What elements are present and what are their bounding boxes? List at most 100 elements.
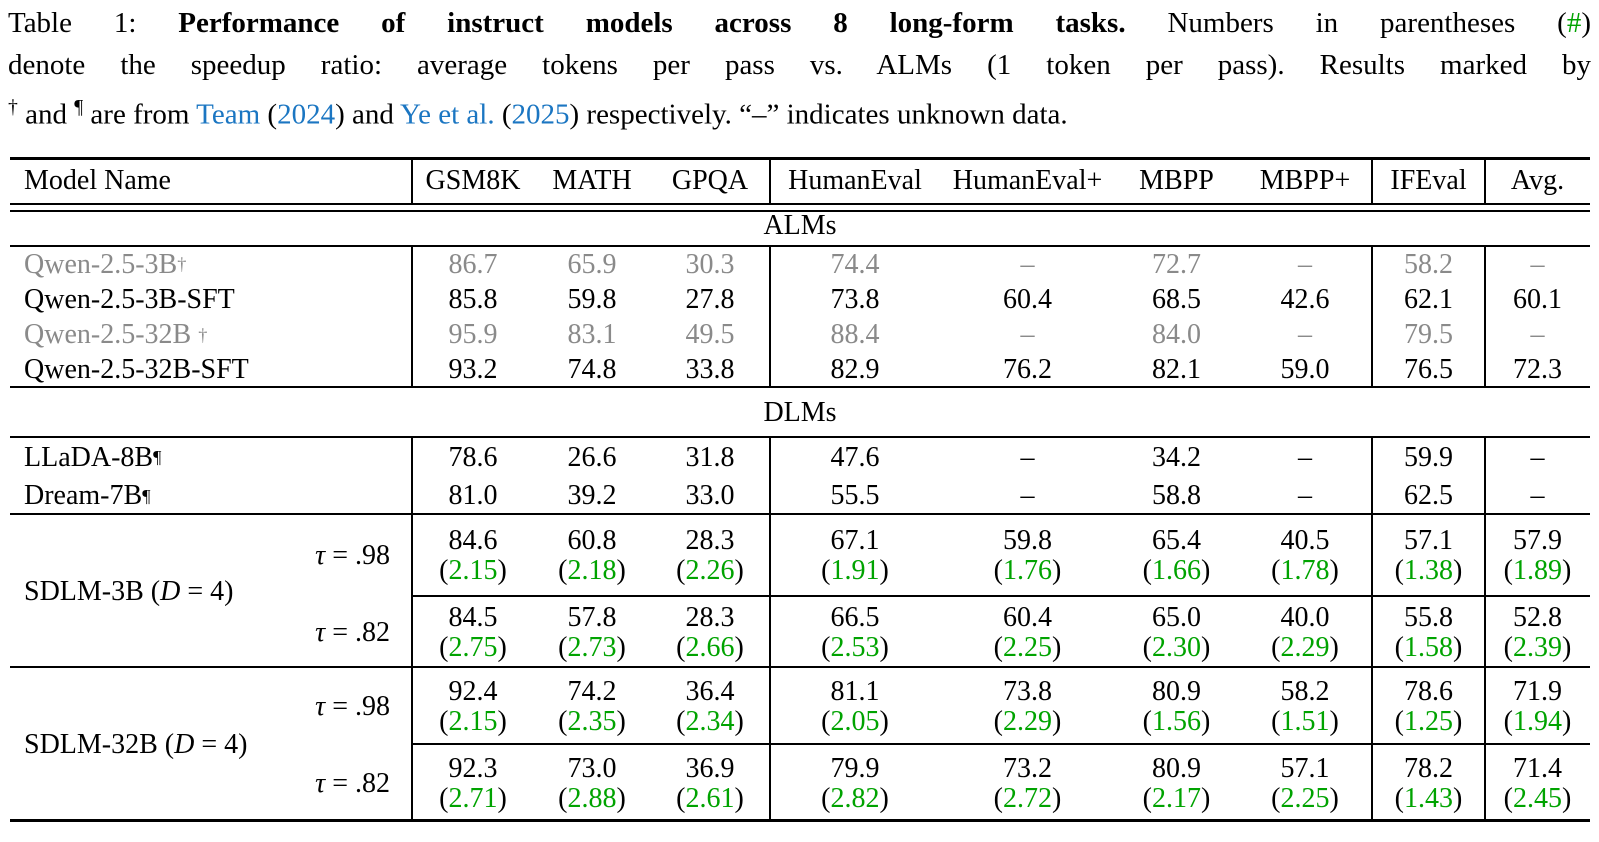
score-cell: 60.42.25 <box>940 597 1115 668</box>
model-name: Qwen-2.5-3B-SFT <box>24 283 235 315</box>
col-header-model-name: Model Name <box>24 164 171 196</box>
rule-vertical <box>1371 438 1373 822</box>
speedup-value: 2.53 <box>821 632 889 663</box>
citation-link[interactable]: 2024 <box>277 98 336 131</box>
rule-vertical <box>769 438 771 822</box>
model-name: Qwen-2.5-3B † <box>24 248 187 280</box>
score-cell: 57.11.38 <box>1372 515 1485 597</box>
score-cell: 83.1 <box>567 319 617 351</box>
tau-setting: τ = .82 <box>315 767 390 799</box>
speedup-value: 2.18 <box>558 556 626 586</box>
table-header-row: Model Name GSM8K MATH GPQA HumanEval Hum… <box>10 157 1590 204</box>
speedup-value: 2.82 <box>821 783 889 814</box>
citation-link[interactable]: 2025 <box>511 98 570 131</box>
score-cell: 76.2 <box>1003 354 1052 386</box>
speedup-value: 2.34 <box>676 706 744 737</box>
rule-bottom <box>10 819 1590 822</box>
score-cell: 71.91.94 <box>1485 668 1590 745</box>
table-caption: Table 1: Performance of instruct models … <box>8 2 1591 136</box>
score-cell: 95.9 <box>448 319 498 351</box>
score-cell: 49.5 <box>685 319 735 351</box>
score-cell: 57.91.89 <box>1485 515 1590 597</box>
score-cell: 73.22.72 <box>940 745 1115 822</box>
group-header-dlms: DLMs <box>763 397 837 428</box>
rule-vertical <box>1484 157 1486 203</box>
score-cell: 92.42.15 <box>412 668 534 745</box>
score-cell: 76.5 <box>1404 354 1453 386</box>
score-cell: 27.8 <box>685 283 735 315</box>
speedup-value: 2.26 <box>676 556 744 586</box>
rule-dlms-bottom <box>10 436 1590 438</box>
score-cell: 65.9 <box>567 248 617 280</box>
table-row-qwen-3b: Qwen-2.5-3B † 86.7 65.9 30.3 74.4 – 72.7 … <box>10 247 1590 282</box>
score-cell: 40.02.29 <box>1238 597 1372 668</box>
score-cell: – <box>1020 441 1035 473</box>
model-name: LLaDA-8B ¶ <box>24 441 162 473</box>
score-cell: 59.9 <box>1404 441 1453 473</box>
score-cell: 74.8 <box>567 354 617 386</box>
model-name: Qwen-2.5-32B-SFT <box>24 354 249 386</box>
speedup-value: 1.76 <box>994 556 1062 586</box>
score-cell: 85.8 <box>448 283 498 315</box>
rule-vertical <box>411 247 413 388</box>
score-cell: – <box>1298 248 1312 280</box>
speedup-value: 2.25 <box>994 632 1062 663</box>
col-header-gsm8k: GSM8K <box>425 164 521 196</box>
score-cell: 78.61.25 <box>1372 668 1485 745</box>
speedup-value: 2.73 <box>558 632 626 663</box>
speedup-value: 1.89 <box>1504 556 1572 586</box>
score-cell: 80.92.17 <box>1115 745 1238 822</box>
score-cell: 78.21.43 <box>1372 745 1485 822</box>
score-cell: 42.6 <box>1280 283 1330 315</box>
rule-vertical <box>1371 247 1373 388</box>
rule-dream-bottom <box>10 513 1590 515</box>
speedup-value: 2.29 <box>1271 632 1339 663</box>
col-header-humaneval: HumanEval <box>788 164 922 196</box>
speedup-value: 1.66 <box>1143 556 1211 586</box>
table-row-sdlm-32b-tau82: τ = .82 92.32.71 73.02.88 36.92.61 79.92… <box>10 745 1590 822</box>
score-cell: 62.1 <box>1404 283 1453 315</box>
speedup-value: 1.43 <box>1395 783 1463 814</box>
score-cell: 74.22.35 <box>534 668 650 745</box>
score-cell: 65.41.66 <box>1115 515 1238 597</box>
score-cell: 36.92.61 <box>650 745 770 822</box>
tau-setting: τ = .82 <box>315 616 390 648</box>
score-cell: 81.12.05 <box>770 668 940 745</box>
tau-setting: τ = .98 <box>315 540 390 571</box>
speedup-value: 1.94 <box>1504 706 1572 737</box>
score-cell: 82.9 <box>830 354 880 386</box>
score-cell: 60.1 <box>1513 283 1562 315</box>
speedup-value: 1.25 <box>1395 706 1463 737</box>
rule-header-bottom-1 <box>10 203 1590 205</box>
score-cell: 28.32.66 <box>650 597 770 668</box>
score-cell: 47.6 <box>830 441 880 473</box>
score-cell: 28.32.26 <box>650 515 770 597</box>
score-cell: 40.51.78 <box>1238 515 1372 597</box>
pilcrow-mark: ¶ <box>142 485 151 506</box>
table-row-sdlm-3b-tau82: τ = .82 84.52.75 57.82.73 28.32.66 66.52… <box>10 597 1590 668</box>
model-name: Dream-7B ¶ <box>24 480 151 511</box>
score-cell: 39.2 <box>567 480 617 511</box>
score-cell: 33.0 <box>685 480 735 511</box>
speedup-value: 1.38 <box>1395 556 1463 586</box>
score-cell: – <box>1530 480 1545 511</box>
score-cell: 58.8 <box>1152 480 1201 511</box>
model-name: SDLM-32B (D = 4) <box>24 729 248 760</box>
score-cell: 80.91.56 <box>1115 668 1238 745</box>
rule-vertical <box>1484 247 1486 388</box>
rule-vertical <box>411 438 413 822</box>
score-cell: 74.4 <box>830 248 880 280</box>
rule-header-bottom-2 <box>10 210 1590 212</box>
score-cell: 26.6 <box>567 441 617 473</box>
group-header-alms-row: ALMs <box>10 204 1590 247</box>
score-cell: 58.21.51 <box>1238 668 1372 745</box>
table-row-qwen-32b-sft: Qwen-2.5-32B-SFT 93.2 74.8 33.8 82.9 76.… <box>10 353 1590 388</box>
score-cell: – <box>1530 441 1545 473</box>
speedup-value: 2.71 <box>439 783 507 814</box>
speedup-value: 2.72 <box>994 783 1062 814</box>
speedup-value: 2.29 <box>994 706 1062 737</box>
citation-link[interactable]: Team <box>196 98 261 131</box>
score-cell: 34.2 <box>1152 441 1201 473</box>
score-cell: 84.52.75 <box>412 597 534 668</box>
citation-link[interactable]: Ye et al. <box>400 98 495 131</box>
